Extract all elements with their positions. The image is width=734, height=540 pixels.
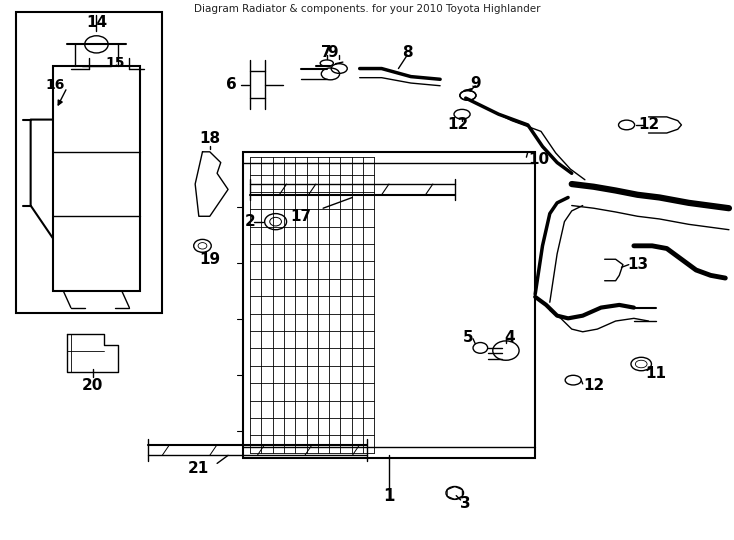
Text: 6: 6 (226, 77, 237, 92)
Text: 1: 1 (383, 487, 395, 505)
Text: 7: 7 (321, 45, 332, 60)
Text: Diagram Radiator & components. for your 2010 Toyota Highlander: Diagram Radiator & components. for your … (194, 4, 540, 14)
Text: 4: 4 (504, 329, 515, 345)
Text: 21: 21 (188, 461, 209, 476)
Text: 5: 5 (462, 329, 473, 345)
Text: 17: 17 (291, 209, 312, 224)
Text: 20: 20 (82, 378, 103, 393)
Text: 9: 9 (470, 76, 481, 91)
Text: 9: 9 (327, 45, 338, 60)
Text: 12: 12 (583, 378, 604, 393)
Text: 14: 14 (86, 15, 107, 30)
Text: 16: 16 (45, 78, 65, 92)
Text: 12: 12 (638, 118, 659, 132)
Text: 10: 10 (528, 152, 550, 167)
Text: 18: 18 (199, 131, 220, 146)
Text: 13: 13 (627, 257, 648, 272)
Text: 12: 12 (448, 118, 469, 132)
Text: 15: 15 (105, 56, 125, 70)
Text: 2: 2 (244, 214, 255, 229)
Text: 19: 19 (199, 252, 220, 267)
Text: 11: 11 (645, 366, 666, 381)
Text: 3: 3 (460, 496, 471, 511)
Text: 8: 8 (402, 45, 413, 60)
